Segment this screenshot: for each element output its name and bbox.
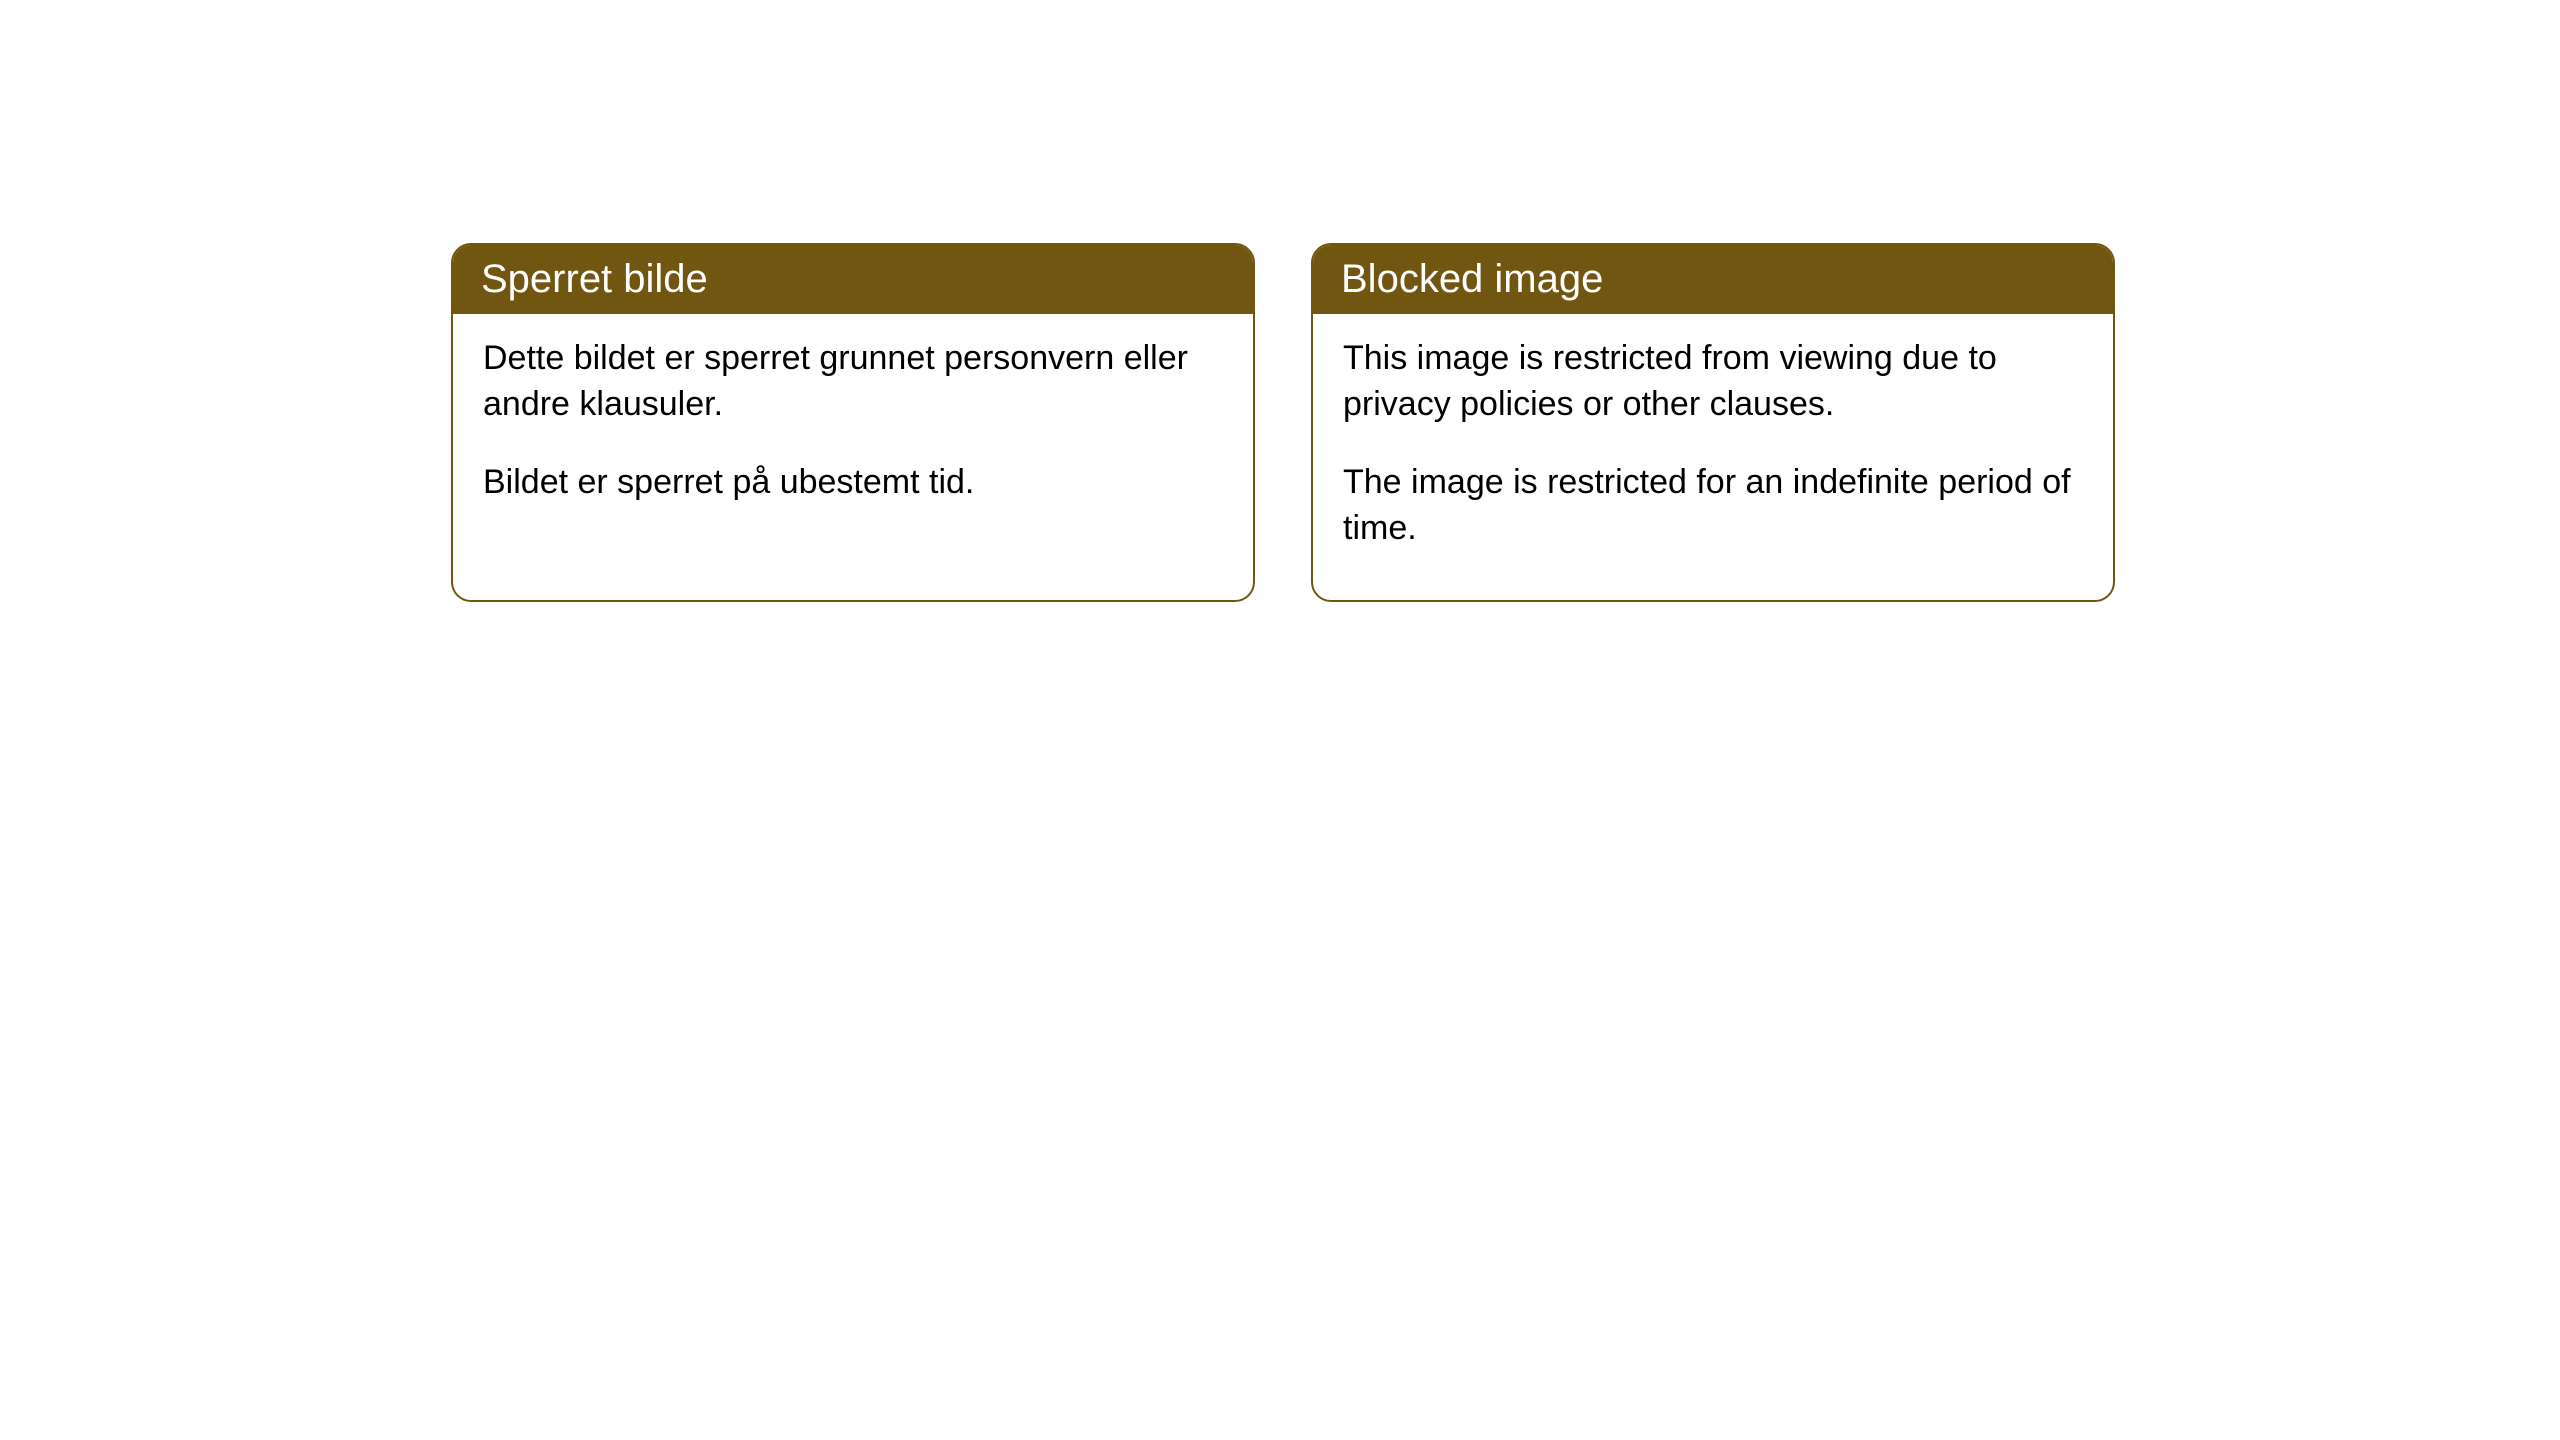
- cards-container: Sperret bilde Dette bildet er sperret gr…: [451, 243, 2115, 602]
- card-title: Blocked image: [1313, 245, 2113, 314]
- card-paragraph: Dette bildet er sperret grunnet personve…: [483, 336, 1223, 428]
- card-body: This image is restricted from viewing du…: [1313, 314, 2113, 600]
- card-body: Dette bildet er sperret grunnet personve…: [453, 314, 1253, 554]
- card-paragraph: This image is restricted from viewing du…: [1343, 336, 2083, 428]
- blocked-image-card-english: Blocked image This image is restricted f…: [1311, 243, 2115, 602]
- card-paragraph: The image is restricted for an indefinit…: [1343, 460, 2083, 552]
- card-title: Sperret bilde: [453, 245, 1253, 314]
- blocked-image-card-norwegian: Sperret bilde Dette bildet er sperret gr…: [451, 243, 1255, 602]
- card-paragraph: Bildet er sperret på ubestemt tid.: [483, 460, 1223, 506]
